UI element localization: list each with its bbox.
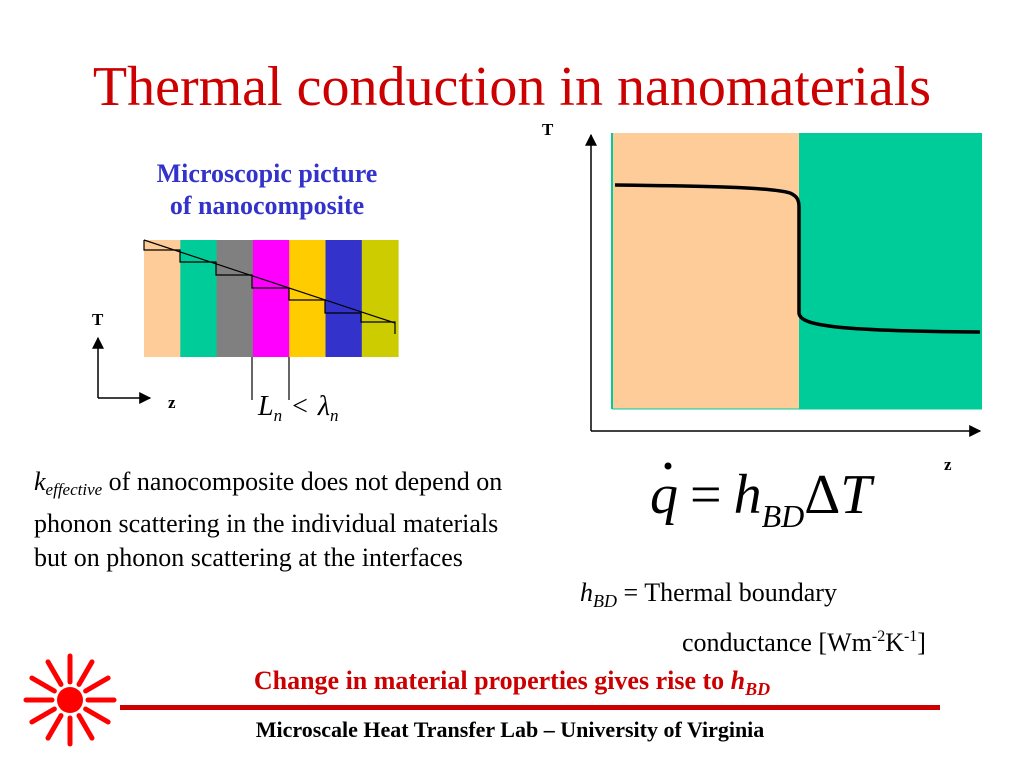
caption-line-2: of nanocomposite bbox=[169, 191, 365, 220]
banner-statement: Change in material properties gives rise… bbox=[0, 664, 1024, 706]
hbd-units-mid: K bbox=[885, 628, 904, 657]
k-subscript: effective bbox=[45, 480, 103, 499]
temperature-jump-curve bbox=[614, 183, 981, 334]
slide-title: Thermal conduction in nanomaterials bbox=[92, 56, 932, 118]
stepped-temperature-profile bbox=[143, 240, 396, 334]
logo-ray bbox=[76, 713, 95, 741]
delta-symbol: Δ bbox=[804, 464, 840, 526]
temperature-symbol: T bbox=[840, 464, 875, 526]
heat-flux-symbol: q bbox=[650, 464, 678, 526]
nanocomposite-layer bbox=[144, 240, 181, 357]
logo-ray bbox=[83, 706, 111, 725]
nanocomposite-layer bbox=[180, 240, 218, 357]
lambda-symbol: λ bbox=[317, 391, 330, 422]
left-y-axis-label: T bbox=[92, 310, 104, 329]
ln-inequality: Ln < λn bbox=[257, 391, 339, 425]
hbd-line-2: conductance [Wm-2K-1] bbox=[580, 619, 1020, 661]
hbd-units-end: ] bbox=[917, 628, 926, 657]
ln-symbol: L bbox=[257, 391, 274, 422]
hbd-sub: BD bbox=[593, 591, 617, 611]
equals-sign: = bbox=[690, 464, 722, 526]
hbd-definition: hBD = Thermal boundary conductance [Wm-2… bbox=[580, 575, 1020, 661]
body-paragraph: keffective of nanocomposite does not dep… bbox=[34, 465, 534, 575]
nanocomposite-layers bbox=[144, 240, 399, 357]
lab-logo-icon bbox=[23, 653, 117, 747]
nanocomposite-layer bbox=[252, 240, 290, 357]
caption-line-1: Microscopic picture bbox=[156, 159, 378, 188]
right-x-axis-label: z bbox=[944, 455, 952, 474]
heat-flux-equation: q = hBDΔT bbox=[650, 464, 875, 534]
logo-ray bbox=[29, 675, 57, 694]
logo-ray bbox=[83, 675, 111, 694]
average-gradient-line bbox=[143, 239, 396, 324]
footer-divider bbox=[120, 705, 940, 710]
bd-subscript: BD bbox=[762, 498, 805, 534]
hbd-h: h bbox=[580, 578, 593, 607]
logo-ray bbox=[45, 659, 64, 687]
right-y-axis-label: T bbox=[542, 120, 554, 139]
logo-ray bbox=[45, 713, 64, 741]
interface-regions bbox=[612, 133, 982, 409]
banner-h-sub: BD bbox=[745, 679, 771, 699]
nanocomposite-layer bbox=[361, 240, 399, 357]
h-symbol: h bbox=[734, 464, 762, 526]
banner-text: Change in material properties gives rise… bbox=[253, 666, 731, 695]
left-x-axis-label: z bbox=[168, 393, 176, 412]
lambda-subscript: n bbox=[330, 406, 339, 425]
logo-ray bbox=[29, 706, 57, 725]
banner-h: h bbox=[730, 666, 746, 695]
ln-subscript: n bbox=[274, 406, 283, 425]
microscopic-caption: Microscopic picture of nanocomposite bbox=[92, 158, 442, 222]
time-derivative-dot bbox=[664, 462, 672, 470]
material-b-region bbox=[799, 133, 982, 409]
hbd-exp-2: -1 bbox=[903, 628, 918, 645]
material-a-region bbox=[612, 133, 799, 409]
k-symbol: k bbox=[34, 467, 46, 496]
body-text: of nanocomposite does not depend on phon… bbox=[34, 467, 503, 572]
nanocomposite-layer bbox=[216, 240, 254, 357]
logo-center bbox=[57, 687, 83, 713]
hbd-eq-text: = Thermal boundary bbox=[617, 578, 837, 607]
footer-text: Microscale Heat Transfer Lab – Universit… bbox=[255, 717, 765, 742]
logo-ray bbox=[76, 659, 95, 687]
nanocomposite-layer bbox=[325, 240, 363, 357]
hbd-exp-1: -2 bbox=[871, 628, 886, 645]
hbd-units-start: conductance [Wm bbox=[682, 628, 872, 657]
less-than-symbol: < bbox=[292, 391, 308, 422]
